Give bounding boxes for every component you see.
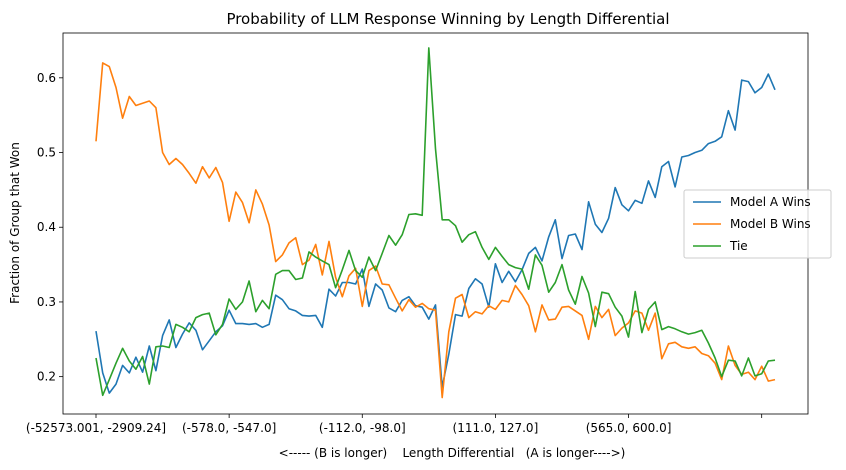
y-tick-label: 0.3 xyxy=(37,295,56,309)
series-lines xyxy=(95,47,776,399)
legend-label: Model A Wins xyxy=(730,195,811,209)
y-tick-label: 0.2 xyxy=(37,370,56,384)
y-tick-label: 0.5 xyxy=(37,146,56,160)
series-line-model-b-wins xyxy=(95,62,776,399)
y-axis-label: Fraction of Group that Won xyxy=(8,142,22,304)
x-tick-label: (-578.0, -547.0] xyxy=(182,421,276,435)
legend-label: Model B Wins xyxy=(730,217,811,231)
x-tick-label: (-52573.001, -2909.24] xyxy=(26,421,166,435)
x-axis: (-52573.001, -2909.24] (-578.0, -547.0] (-… xyxy=(26,414,763,435)
y-tick-label: 0.4 xyxy=(37,220,56,234)
x-tick-label: (111.0, 127.0] xyxy=(453,421,539,435)
x-tick-label: (565.0, 600.0] xyxy=(586,421,672,435)
legend-label: Tie xyxy=(729,239,748,253)
y-axis: 0.2 0.3 0.4 0.5 0.6 xyxy=(37,71,63,384)
series-line-model-a-wins xyxy=(95,73,776,394)
legend: Model A Wins Model B Wins Tie xyxy=(683,189,832,259)
chart-title: Probability of LLM Response Winning by L… xyxy=(226,10,669,28)
x-tick-label: (-112.0, -98.0] xyxy=(319,421,406,435)
legend-box xyxy=(683,189,832,259)
series-line-tie xyxy=(95,47,776,397)
y-tick-label: 0.6 xyxy=(37,71,56,85)
x-axis-label: <----- (B is longer) Length Differential… xyxy=(279,446,626,460)
